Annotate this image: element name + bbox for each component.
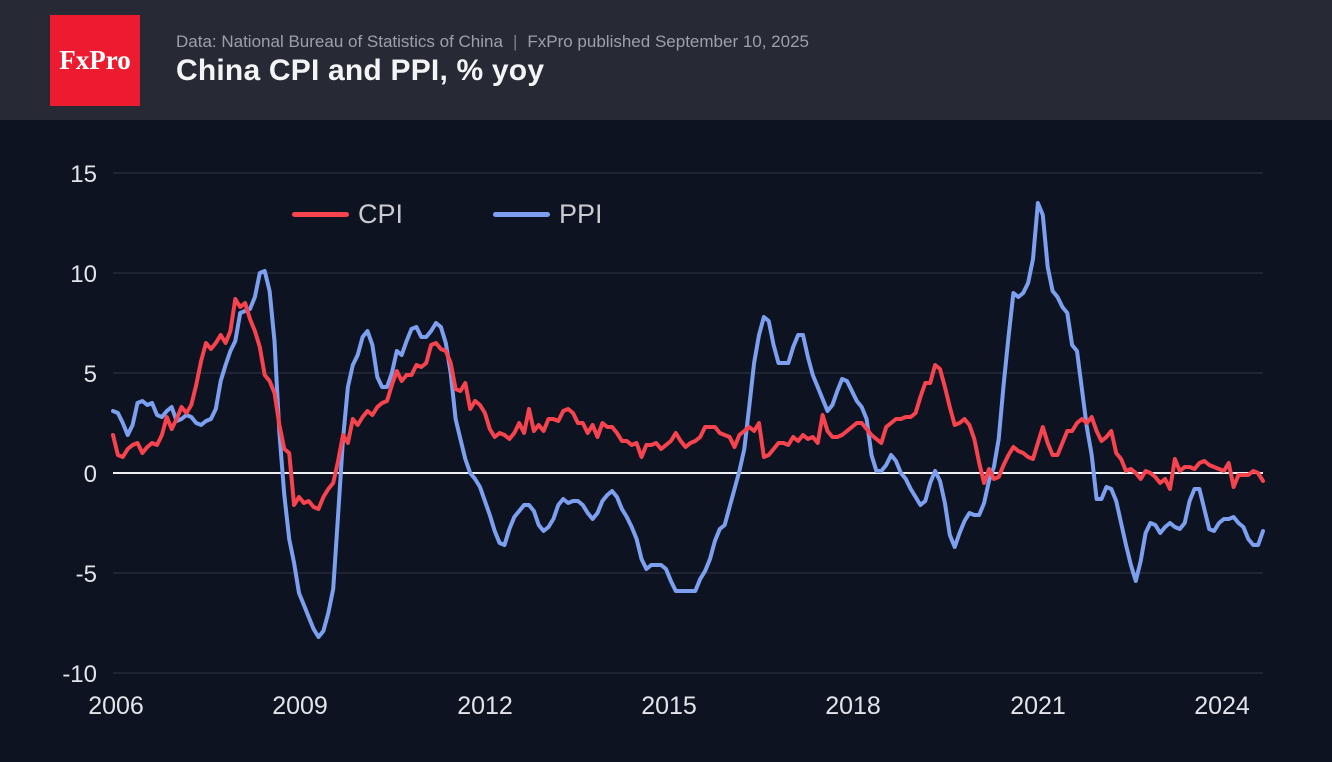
chart-title: China CPI and PPI, % yoy xyxy=(176,54,545,87)
y-tick-label: 10 xyxy=(70,261,97,288)
x-tick-label: 2012 xyxy=(457,692,513,720)
separator: | xyxy=(512,32,518,51)
fxpro-logo-text: FxPro xyxy=(59,45,131,75)
ppi-line xyxy=(111,201,1265,639)
source-line: Data: National Bureau of Statistics of C… xyxy=(176,32,809,52)
x-tick-label: 2006 xyxy=(88,692,144,720)
cpi-line xyxy=(111,297,1265,511)
ppi-line-swatch xyxy=(493,211,550,217)
fxpro-logo: FxPro xyxy=(50,15,140,106)
x-tick-label: 2015 xyxy=(641,692,697,720)
x-tick-label: 2009 xyxy=(272,692,328,720)
legend-label-cpi: CPI xyxy=(358,198,404,229)
legend-item-cpi: CPI xyxy=(292,198,404,229)
header-bar: FxPro Data: National Bureau of Statistic… xyxy=(0,0,1332,120)
y-tick-label: 5 xyxy=(84,361,97,388)
data-source-text: Data: National Bureau of Statistics of C… xyxy=(176,32,503,51)
x-tick-label: 2024 xyxy=(1194,692,1250,720)
x-tick-label: 2018 xyxy=(825,692,881,720)
y-tick-label: -10 xyxy=(62,661,97,688)
legend-label-ppi: PPI xyxy=(559,198,603,229)
published-text: FxPro published September 10, 2025 xyxy=(527,32,809,51)
y-tick-label: -5 xyxy=(76,561,97,588)
y-tick-label: 15 xyxy=(70,161,97,188)
y-tick-label: 0 xyxy=(84,461,97,488)
cpi-line-swatch xyxy=(292,211,349,217)
legend-item-ppi: PPI xyxy=(493,198,603,229)
x-tick-label: 2021 xyxy=(1010,692,1066,720)
